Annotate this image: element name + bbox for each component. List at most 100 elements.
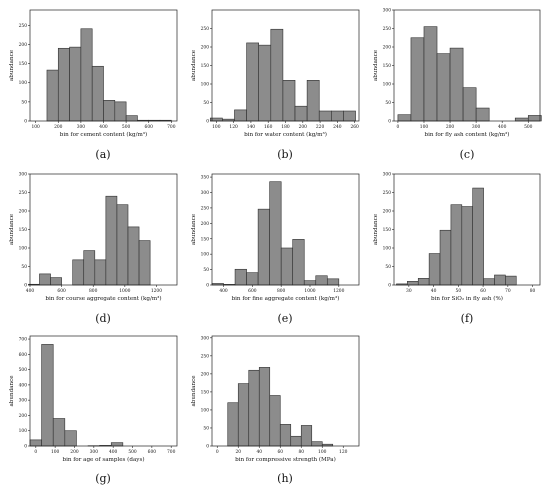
plot-frame [211, 335, 360, 447]
x-tick-label: 1200 [151, 289, 162, 294]
bar [428, 253, 441, 286]
x-tick-label: 40 [431, 289, 437, 294]
bar [257, 208, 270, 286]
bar [483, 278, 495, 286]
bar [234, 109, 247, 122]
chart-panel-5: 400 600 800 1000 1200 0 50 100 150 200 250 300 350 bi… [191, 173, 360, 325]
bar [326, 278, 340, 286]
y-tick-label: 100 [201, 83, 210, 88]
y-tick-label: 0 [206, 120, 209, 125]
panel-letter: (g) [95, 472, 111, 485]
x-tick-label: 200 [446, 125, 455, 130]
y-tick-label: 50 [385, 265, 391, 270]
panel-letter: (e) [277, 312, 292, 325]
x-tick-label: 300 [472, 125, 481, 130]
bar [270, 28, 284, 122]
x-tick-label: 80 [298, 450, 304, 455]
bar [449, 47, 464, 122]
y-tick-label: 0 [24, 120, 27, 125]
bar [475, 107, 490, 122]
y-tick-label: 300 [201, 191, 210, 196]
panel-letter: (a) [95, 148, 110, 161]
bar [514, 117, 529, 122]
bar [52, 418, 66, 447]
x-tick-label: 0 [397, 125, 400, 130]
y-tick-label: 200 [383, 210, 392, 215]
y-axis-title: abundance [373, 49, 379, 81]
bar [417, 278, 430, 286]
y-tick-label: 350 [201, 176, 210, 181]
bar [269, 395, 281, 447]
y-tick-label: 300 [383, 9, 392, 14]
y-tick-label: 0 [206, 284, 209, 289]
y-tick-label: 100 [201, 253, 210, 258]
bar [69, 46, 82, 122]
x-tick-label: 70 [505, 289, 511, 294]
bar [461, 206, 473, 286]
bar [138, 240, 151, 286]
y-tick-label: 0 [206, 445, 209, 450]
panel-letter: (c) [460, 148, 475, 161]
bar [269, 181, 282, 286]
x-tick-label: 100 [318, 450, 327, 455]
y-tick-label: 0 [388, 120, 391, 125]
y-tick-label: 100 [19, 81, 28, 86]
x-tick-label: 200 [299, 125, 308, 130]
y-tick-label: 150 [383, 228, 392, 233]
y-tick-label: 100 [383, 247, 392, 252]
x-tick-label: 120 [229, 125, 238, 130]
y-tick-label: 0 [388, 284, 391, 289]
x-tick-label: 240 [333, 125, 342, 130]
bar [436, 53, 451, 122]
bar [407, 280, 419, 286]
y-tick-label: 400 [19, 383, 28, 388]
panel-letter: (h) [277, 472, 293, 485]
y-tick-label: 50 [203, 426, 209, 431]
bar [103, 100, 116, 122]
bar [300, 425, 313, 447]
x-axis-title: bin for compressive strength (MPa) [235, 456, 336, 463]
x-tick-label: 100 [420, 125, 429, 130]
x-tick-label: 800 [277, 289, 286, 294]
y-tick-label: 500 [19, 368, 28, 373]
x-tick-label: 600 [148, 450, 157, 455]
bar [237, 383, 250, 447]
x-tick-label: 1000 [119, 289, 130, 294]
bar [248, 369, 260, 447]
y-tick-label: 150 [201, 237, 210, 242]
bar [282, 80, 296, 122]
y-tick-label: 200 [19, 414, 28, 419]
bar [311, 441, 323, 447]
x-tick-label: 180 [281, 125, 290, 130]
panel-letter: (f) [461, 312, 474, 325]
chart-panel-6: 30 40 50 60 70 80 0 50 100 150 200 250 300 bin for Si… [373, 173, 541, 325]
y-tick-label: 250 [19, 191, 28, 196]
plot-frame [29, 335, 178, 447]
y-tick-label: 250 [201, 27, 210, 32]
y-tick-label: 0 [24, 284, 27, 289]
y-tick-label: 250 [19, 24, 28, 29]
bar [303, 280, 317, 286]
bar [505, 275, 517, 286]
x-tick-label: 400 [498, 125, 507, 130]
x-tick-label: 60 [480, 289, 486, 294]
chart-panel-7: 0 100 200 300 400 500 600 700 0 100 200 300 400 500 60… [9, 335, 178, 485]
bar [494, 274, 506, 286]
y-tick-label: 100 [19, 429, 28, 434]
bar [91, 65, 104, 122]
y-axis-title: abundance [191, 375, 197, 407]
bar [450, 204, 463, 286]
x-tick-label: 300 [90, 450, 99, 455]
bar [462, 87, 477, 122]
bar [290, 435, 302, 447]
y-tick-label: 50 [203, 268, 209, 273]
x-tick-label: 220 [316, 125, 325, 130]
bar [306, 80, 320, 122]
bar [280, 247, 294, 286]
x-tick-label: 40 [256, 450, 262, 455]
y-tick-label: 100 [383, 83, 392, 88]
bar [105, 195, 118, 286]
x-tick-label: 400 [219, 289, 228, 294]
bar [472, 187, 484, 286]
